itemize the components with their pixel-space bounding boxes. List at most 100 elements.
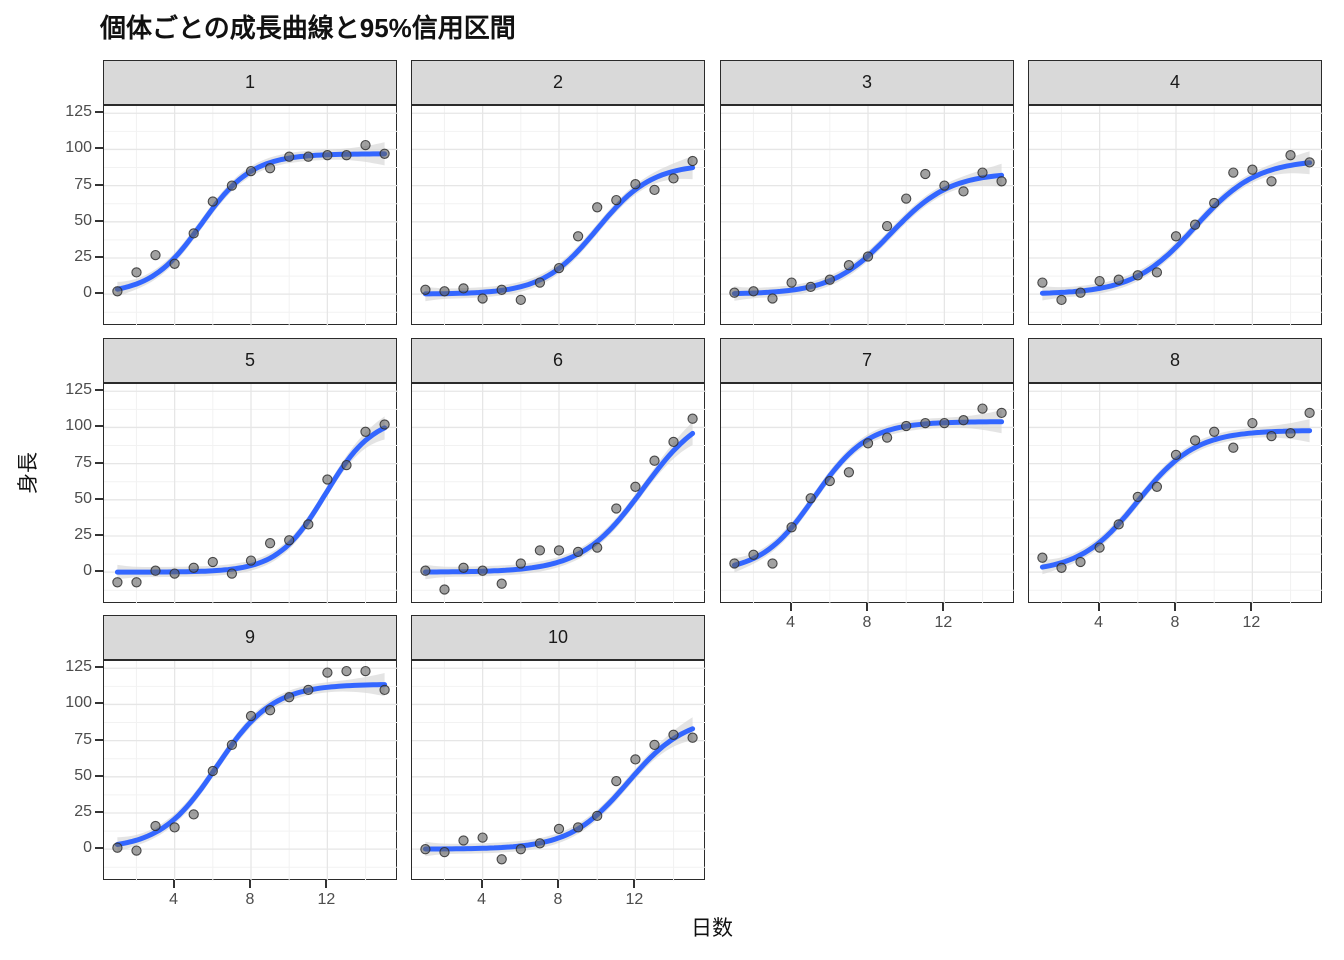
y-tick-label: 75 [74, 730, 92, 748]
data-point [284, 692, 295, 703]
data-point [420, 284, 431, 295]
y-axis-tick [95, 702, 103, 705]
y-tick-label: 100 [65, 417, 92, 435]
facet-strip-label: 10 [547, 627, 569, 647]
y-tick-label: 25 [74, 247, 92, 265]
panel-canvas [104, 661, 398, 881]
data-point [1189, 435, 1201, 446]
data-point [687, 155, 698, 167]
x-tick-label: 4 [169, 891, 179, 908]
data-point [379, 419, 390, 430]
facet-panel [720, 105, 1015, 326]
x-axis-tick [1097, 603, 1100, 611]
data-point [1094, 542, 1105, 553]
data-point [1266, 430, 1277, 442]
data-point [322, 667, 333, 678]
data-point [534, 545, 546, 556]
data-point [687, 732, 698, 743]
data-point [977, 167, 988, 178]
facet-strip: 6 [411, 338, 705, 383]
panel-canvas [721, 106, 1015, 326]
data-point [1228, 167, 1239, 178]
facet-strip: 9 [103, 615, 397, 660]
data-point [264, 705, 276, 716]
data-point [668, 173, 679, 184]
data-point [534, 277, 546, 288]
data-point [477, 565, 488, 576]
facet-panel [103, 660, 398, 881]
data-point [1170, 449, 1182, 461]
data-point [939, 180, 950, 191]
x-axis-title: 日数 [691, 917, 733, 940]
data-point [496, 578, 507, 589]
data-point [420, 844, 431, 855]
y-axis-tick [95, 111, 103, 114]
y-axis-tick [95, 255, 103, 258]
confidence-ribbon [734, 163, 1002, 301]
data-point [477, 832, 488, 843]
y-axis-tick [95, 847, 103, 850]
y-axis-tick [95, 738, 103, 741]
data-point [1247, 417, 1258, 429]
data-point [150, 820, 161, 832]
data-point [920, 417, 931, 429]
data-point [824, 274, 835, 285]
data-point [226, 739, 238, 751]
data-point [245, 555, 257, 566]
x-axis-tick [480, 880, 483, 888]
y-tick-label: 75 [74, 453, 92, 471]
data-point [515, 558, 526, 569]
y-axis-tick [95, 219, 103, 222]
data-point [360, 665, 371, 677]
data-point [150, 249, 161, 261]
x-tick-label: 4 [786, 614, 796, 631]
panel-canvas [1029, 384, 1323, 604]
data-point [207, 196, 218, 207]
y-tick-label: 0 [83, 562, 92, 580]
data-point [1304, 407, 1315, 419]
facet-strip-label: 2 [552, 72, 563, 92]
data-point [1132, 270, 1143, 281]
facet-panel [103, 383, 398, 604]
data-point [112, 286, 123, 297]
y-tick-label: 0 [83, 284, 92, 302]
data-point [112, 577, 123, 588]
growth-curve [422, 726, 696, 852]
data-point [496, 284, 507, 295]
data-point [188, 562, 199, 573]
data-point [649, 739, 660, 751]
data-point [1151, 267, 1163, 278]
facet-panel [1028, 105, 1323, 326]
y-axis-tick [95, 147, 103, 150]
facet-strip-label: 4 [1169, 72, 1180, 92]
data-point [1075, 556, 1086, 568]
data-point [439, 584, 450, 595]
data-point [439, 846, 450, 858]
data-point [1113, 519, 1124, 530]
data-point [515, 844, 526, 855]
growth-curve [114, 682, 388, 847]
data-point [805, 281, 816, 293]
facet-strip-label: 6 [552, 350, 563, 370]
growth-curve [1039, 160, 1313, 296]
facet-strip: 10 [411, 615, 705, 660]
data-point [341, 150, 352, 161]
x-axis-tick [325, 880, 328, 888]
data-point [207, 765, 218, 777]
data-point [824, 475, 835, 487]
y-tick-label: 125 [65, 381, 92, 399]
panel-canvas [412, 106, 706, 326]
data-point [687, 413, 698, 424]
data-point [458, 562, 469, 573]
data-point [592, 202, 603, 213]
y-axis-tick [95, 292, 103, 295]
data-point [303, 151, 314, 162]
data-point [553, 545, 565, 556]
facet-strip: 4 [1028, 60, 1322, 105]
data-point [188, 228, 199, 239]
data-point [303, 519, 314, 530]
data-point [341, 665, 352, 677]
y-tick-label: 50 [74, 766, 92, 784]
data-point [188, 809, 199, 820]
data-point [420, 565, 431, 576]
